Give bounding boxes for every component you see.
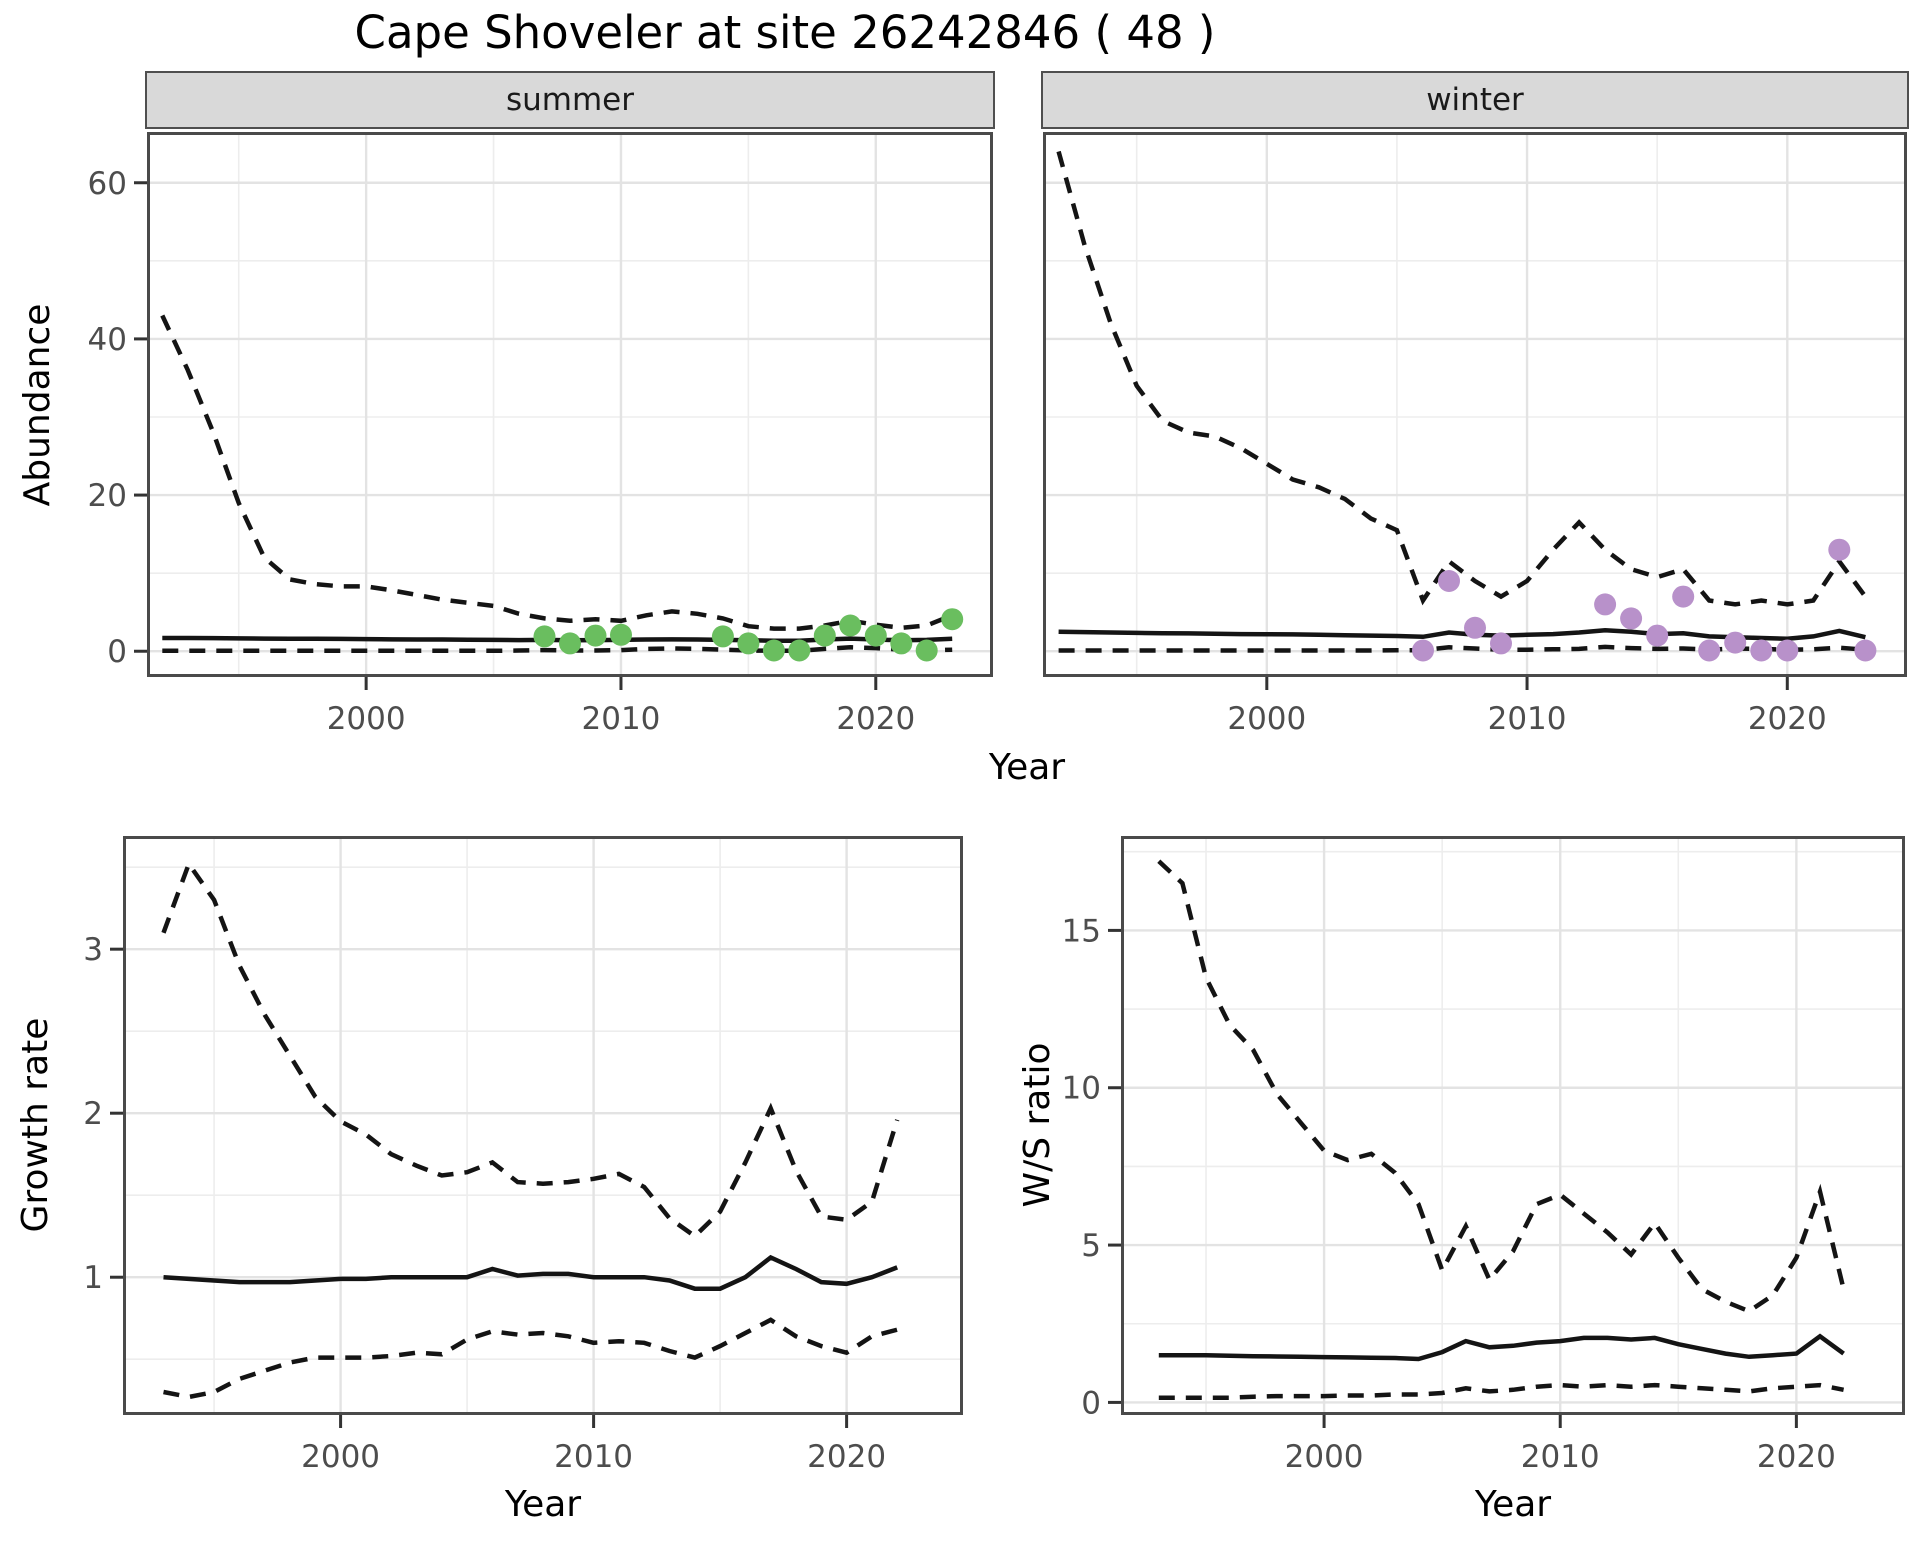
data-point-observed_counts — [1672, 585, 1695, 608]
series-line-upper_ci — [160, 314, 954, 631]
facet-strip-summer-label: summer — [505, 82, 634, 118]
data-point-observed_counts — [1776, 639, 1799, 662]
data-point-observed_counts — [1698, 639, 1721, 662]
x-tick-label: 2000 — [1227, 701, 1306, 737]
x-tick-label: 2020 — [1748, 701, 1827, 737]
series-line-upper_ci — [1157, 859, 1846, 1314]
y-tick-label: 20 — [88, 478, 127, 514]
chart-svg-winter_abundance: 2000 2010 2020 — [1043, 132, 1907, 737]
x-tick-label: 2020 — [836, 701, 915, 737]
data-point-observed_counts — [1438, 570, 1460, 592]
chart-svg-growth_rate: 2000 2010 2020 1 2 3 — [83, 836, 963, 1475]
facet-strip-winter-label: winter — [1426, 82, 1524, 118]
panel-ws-ratio: 2000 2010 2020 0 5 10 15 — [1062, 836, 1905, 1475]
y-tick-label: 2 — [83, 1096, 103, 1132]
data-point-observed_counts — [1490, 632, 1512, 655]
y-tick-label: 15 — [1062, 913, 1101, 949]
data-point-observed_counts — [533, 625, 556, 648]
series-line-upper_ci — [161, 859, 900, 1240]
x-tick-label: 2010 — [554, 1439, 633, 1475]
chart-svg-ws_ratio: 2000 2010 2020 0 5 10 15 — [1062, 836, 1905, 1475]
data-point-observed_counts — [737, 632, 760, 655]
panel-border — [123, 836, 963, 1415]
data-point-observed_counts — [1724, 631, 1747, 654]
series-line-lower_ci — [1158, 1382, 1845, 1400]
y-axis-title-ws-ratio: W/S ratio — [1017, 1042, 1058, 1208]
data-point-observed_counts — [1464, 616, 1486, 639]
data-point-observed_counts — [1412, 639, 1434, 662]
x-tick-label: 2000 — [1285, 1439, 1364, 1475]
series-line-upper_ci — [1056, 150, 1868, 607]
data-point-observed_counts — [1620, 607, 1643, 630]
y-tick-label: 0 — [1081, 1385, 1101, 1421]
y-axis-title-growth-rate: Growth rate — [15, 1017, 56, 1233]
x-axis-title-top: Year — [988, 747, 1066, 788]
data-point-observed_counts — [813, 624, 836, 647]
series-line-fit — [163, 1254, 899, 1291]
facet-strip-summer: summer — [145, 71, 995, 129]
x-axis-title-ws-ratio: Year — [1474, 1484, 1552, 1525]
y-tick-label: 5 — [1081, 1228, 1101, 1264]
data-point-observed_counts — [762, 639, 785, 662]
x-tick-label: 2010 — [1488, 701, 1567, 737]
x-tick-label: 2020 — [807, 1439, 886, 1475]
panel-border — [1043, 132, 1907, 677]
panel-growth-rate: 2000 2010 2020 1 2 3 — [83, 836, 963, 1475]
y-tick-label: 1 — [83, 1260, 103, 1296]
data-point-observed_counts — [1594, 593, 1617, 616]
data-point-observed_counts — [839, 614, 862, 637]
series-line-lower_ci — [162, 645, 953, 654]
y-tick-label: 40 — [88, 322, 127, 358]
y-tick-label: 60 — [88, 166, 127, 202]
data-point-observed_counts — [941, 608, 964, 631]
data-point-observed_counts — [788, 639, 811, 662]
data-point-observed_counts — [610, 623, 632, 646]
x-tick-label: 2000 — [301, 1439, 380, 1475]
panel-border — [1121, 836, 1905, 1415]
data-point-observed_counts — [1646, 624, 1669, 647]
data-point-observed_counts — [584, 624, 607, 647]
x-tick-label: 2010 — [1521, 1439, 1600, 1475]
facet-strip-winter: winter — [1041, 71, 1909, 129]
data-point-observed_counts — [711, 625, 734, 648]
x-axis-title-growth-rate: Year — [504, 1484, 582, 1525]
chart-svg-summer_abundance: 2000 2010 2020 0 20 40 60 — [88, 132, 993, 737]
series-line-lower_ci — [163, 1317, 898, 1400]
data-point-observed_counts — [559, 632, 581, 655]
plot-title: Cape Shoveler at site 26242846 ( 48 ) — [354, 6, 1216, 59]
data-point-observed_counts — [1828, 538, 1851, 561]
panel-summer-abundance: 2000 2010 2020 0 20 40 60 — [88, 132, 993, 737]
panel-border — [147, 132, 993, 677]
y-tick-label: 0 — [107, 634, 127, 670]
x-tick-label: 2020 — [1757, 1439, 1836, 1475]
data-point-observed_counts — [1750, 639, 1773, 662]
data-point-observed_counts — [890, 632, 913, 655]
data-point-observed_counts — [1854, 639, 1877, 662]
y-tick-label: 3 — [83, 932, 103, 968]
panel-winter-abundance: 2000 2010 2020 — [1043, 132, 1907, 737]
y-axis-title-abundance: Abundance — [17, 303, 58, 507]
x-tick-label: 2010 — [582, 701, 661, 737]
data-point-observed_counts — [915, 639, 938, 662]
y-tick-label: 10 — [1062, 1071, 1101, 1107]
series-line-fit — [1158, 1333, 1845, 1362]
x-tick-label: 2000 — [327, 701, 406, 737]
data-point-observed_counts — [864, 624, 887, 647]
